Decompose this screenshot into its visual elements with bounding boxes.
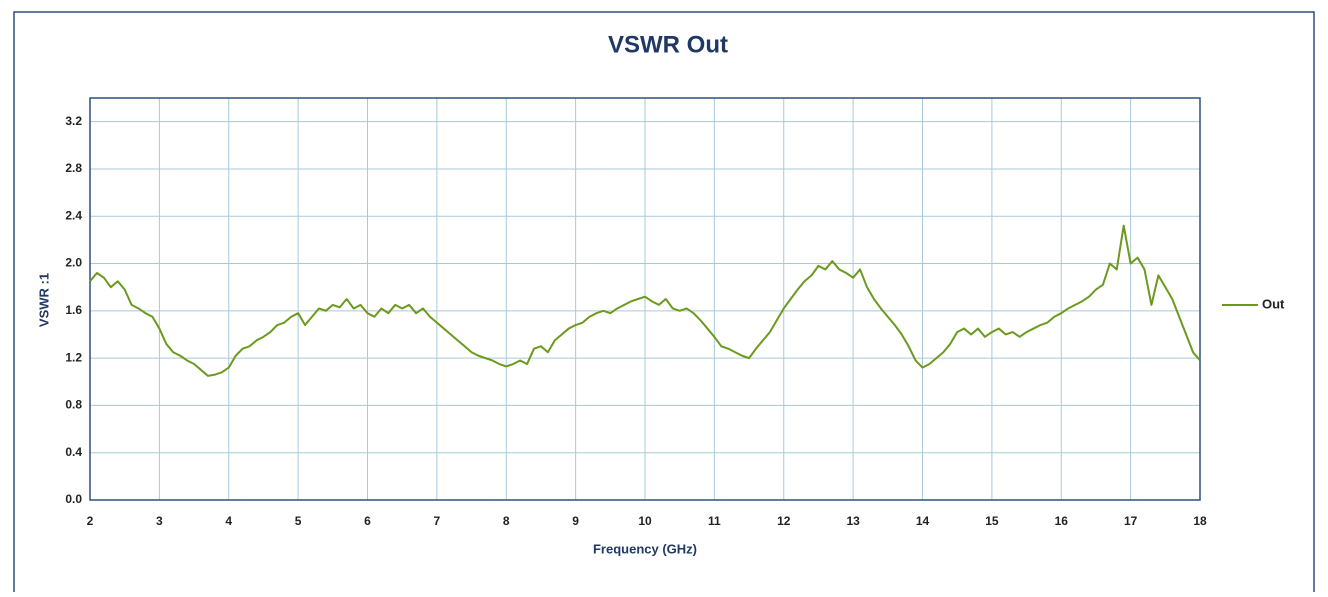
x-tick-label: 2	[87, 514, 94, 528]
x-tick-label: 8	[503, 514, 510, 528]
y-tick-label: 2.0	[65, 256, 82, 270]
y-tick-label: 1.6	[65, 303, 82, 317]
x-tick-label: 6	[364, 514, 371, 528]
x-tick-label: 11	[708, 514, 721, 528]
x-tick-label: 9	[572, 514, 579, 528]
x-tick-label: 18	[1193, 514, 1207, 528]
x-tick-label: 3	[156, 514, 163, 528]
y-tick-label: 0.8	[65, 398, 82, 412]
legend-label: Out	[1262, 296, 1285, 311]
y-tick-label: 3.2	[65, 114, 82, 128]
chart-title: VSWR Out	[608, 31, 728, 58]
y-axis-label: VSWR :1	[36, 273, 51, 327]
x-tick-label: 14	[916, 514, 930, 528]
data-line	[89, 224, 1201, 377]
x-tick-label: 12	[777, 514, 791, 528]
y-tick-label: 0.4	[65, 445, 82, 459]
y-tick-label: 2.4	[65, 208, 82, 222]
x-tick-label: 17	[1124, 514, 1138, 528]
x-tick-label: 7	[434, 514, 441, 528]
x-tick-label: 15	[985, 514, 999, 528]
y-tick-label: 2.8	[65, 161, 82, 175]
x-tick-label: 13	[846, 514, 860, 528]
plot-border	[89, 97, 1201, 501]
y-tick-label: 1.2	[65, 350, 82, 364]
y-tick-label: 0.0	[65, 492, 82, 506]
x-tick-label: 4	[225, 514, 232, 528]
x-axis-label: Frequency (GHz)	[593, 541, 697, 556]
x-tick-label: 16	[1055, 514, 1069, 528]
x-tick-label: 10	[638, 514, 652, 528]
x-tick-label: 5	[295, 514, 302, 528]
